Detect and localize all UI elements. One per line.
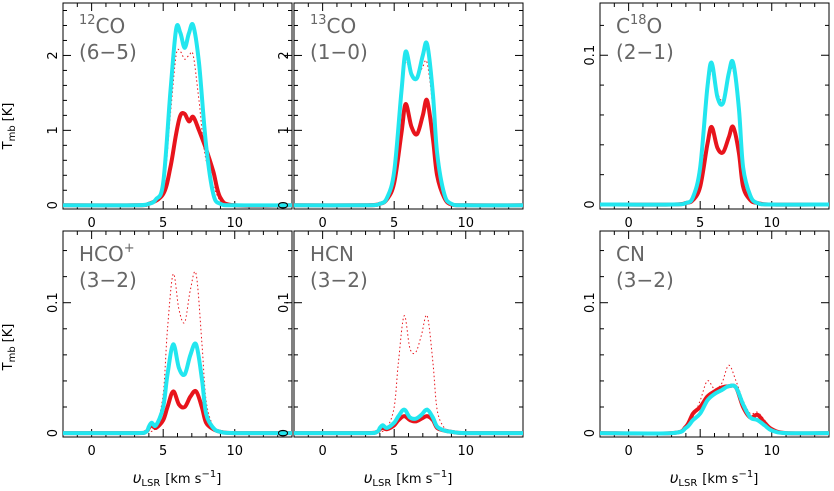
xlabel-col2: υLSR [km s−1] [364, 469, 453, 489]
y-tick-label: 0.1 [277, 292, 292, 313]
y-tick-label: 0 [46, 201, 61, 209]
series-group [294, 40, 523, 208]
panel-label-transition: (3−2) [79, 268, 137, 292]
panel-label-transition: (3−2) [310, 268, 368, 292]
series-red-line [600, 124, 829, 207]
xlabel-col3: υLSR [km s−1] [670, 469, 759, 489]
series-cyan-line [294, 407, 523, 436]
panel-label-species: C18O [616, 13, 662, 38]
series-dotted-line [63, 48, 292, 207]
y-tick-label: 2 [277, 51, 292, 59]
series-cyan-line [600, 383, 829, 436]
y-tick-label: 0 [46, 429, 61, 437]
series-group [294, 314, 523, 436]
y-tick-label: 0 [583, 429, 598, 437]
x-tick-label: 5 [159, 444, 167, 459]
panel-label-transition: (6−5) [79, 40, 137, 64]
ylabel-top: Tmb[K] [1, 103, 18, 151]
y-tick-label: 0.1 [583, 292, 598, 313]
y-tick-label: 0 [277, 201, 292, 209]
panels-group: 0 5 10 0 1 2 12CO(6−5) 0 5 10 0 1 2 13CO(1−0) 0 5 10 0 0.1… [46, 2, 830, 459]
y-tick-label: 0.1 [46, 292, 61, 313]
panel-6: 0 5 10 0 0.1 CN(3−2) [583, 230, 830, 459]
x-tick-label: 0 [318, 216, 326, 231]
series-red-line [294, 97, 523, 208]
series-dotted-line [294, 59, 523, 206]
panel-label-species: HCO+ [79, 241, 135, 266]
y-tick-label: 0 [277, 429, 292, 437]
x-tick-label: 10 [763, 444, 780, 459]
series-group [600, 364, 829, 436]
xlabel-col1: υLSR [km s−1] [133, 469, 222, 489]
panel-3: 0 5 10 0 0.1 C18O(2−1) [583, 2, 830, 231]
series-red-line [63, 111, 292, 208]
x-tick-label: 5 [696, 216, 704, 231]
x-tick-label: 0 [87, 216, 95, 231]
plot-frame [599, 2, 830, 210]
x-tick-label: 0 [318, 444, 326, 459]
panel-label-species: 13CO [310, 13, 356, 38]
panel-label-species: CN [616, 242, 645, 266]
y-tick-label: 0 [583, 200, 598, 208]
x-tick-label: 5 [390, 444, 398, 459]
x-tick-label: 10 [226, 216, 243, 231]
series-red-line [63, 389, 292, 436]
panel-label-transition: (3−2) [616, 268, 674, 292]
x-tick-label: 10 [226, 444, 243, 459]
ylabel-bottom: Tmb[K] [1, 324, 18, 372]
x-tick-label: 0 [624, 444, 632, 459]
x-tick-label: 5 [390, 216, 398, 231]
x-tick-label: 0 [624, 216, 632, 231]
panel-label-transition: (2−1) [616, 40, 674, 64]
x-tick-label: 5 [696, 444, 704, 459]
series-group [63, 22, 292, 208]
y-tick-label: 0.1 [583, 45, 598, 66]
panel-label-species: 12CO [79, 13, 125, 38]
x-tick-label: 10 [457, 216, 474, 231]
series-cyan-line [600, 58, 829, 207]
panel-5: 0 5 10 0 0.1 HCN(3−2) [277, 230, 524, 459]
series-cyan-line [294, 40, 523, 208]
x-tick-label: 10 [763, 216, 780, 231]
y-tick-label: 1 [277, 126, 292, 134]
x-tick-label: 5 [159, 216, 167, 231]
series-group [63, 271, 292, 436]
panel-2: 0 5 10 0 1 2 13CO(1−0) [277, 2, 524, 231]
panel-label-transition: (1−0) [310, 40, 368, 64]
series-dotted-line [600, 364, 829, 434]
x-tick-label: 0 [87, 444, 95, 459]
panel-label-species: HCN [310, 242, 354, 266]
series-cyan-line [63, 22, 292, 208]
x-tick-label: 10 [457, 444, 474, 459]
y-tick-label: 1 [46, 126, 61, 134]
y-tick-label: 2 [46, 51, 61, 59]
series-cyan-line [63, 341, 292, 436]
panel-4: 0 5 10 0 0.1 HCO+(3−2) [46, 230, 293, 459]
series-group [600, 58, 829, 207]
